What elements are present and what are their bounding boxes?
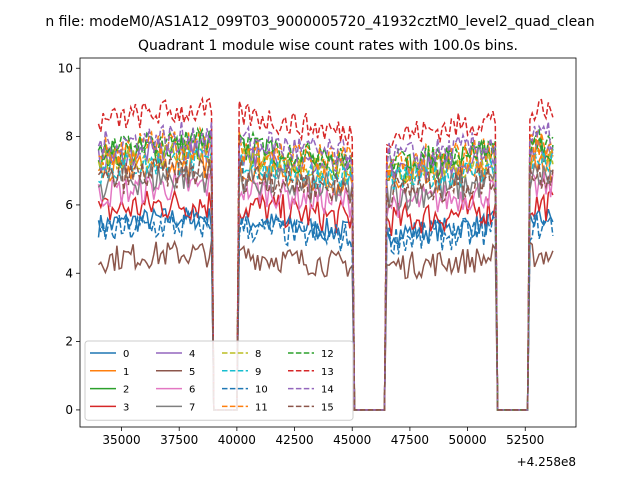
legend-label: 12 [321,349,334,360]
series-line-13 [97,96,554,411]
series-lines [97,96,554,411]
y-tick-label: 2 [65,335,73,349]
series-line-8 [97,141,554,411]
series-line-5 [97,239,554,411]
x-tick-label: 45000 [333,433,371,447]
plot-frame [79,57,577,428]
legend-label: 5 [189,367,195,378]
x-offset-label: +4.258e8 [517,455,576,469]
y-tick-label: 6 [65,198,73,212]
x-tick-label: 35000 [102,433,140,447]
y-tick-label: 4 [65,266,73,280]
series-line-14 [97,121,554,411]
y-axis: 0 2 4 6 8 10 [58,61,80,417]
legend-label: 14 [321,385,334,396]
y-tick-label: 8 [65,130,73,144]
legend-box [84,340,354,421]
legend-label: 0 [123,349,129,360]
y-tick-label: 10 [58,61,73,75]
x-tick-label: 50000 [448,433,486,447]
x-tick-label: 40000 [218,433,256,447]
series-line-6 [97,171,554,411]
legend-label: 3 [123,402,129,413]
x-tick-label: 42500 [275,433,313,447]
x-axis: 35000 37500 40000 42500 45000 47500 50000 52500 [102,427,544,447]
legend-label: 9 [255,367,261,378]
series-line-0 [97,206,554,411]
suptitle: n file: modeM0/AS1A12_099T03_9000005720_… [45,14,594,30]
legend-label: 2 [123,385,129,396]
series-line-4 [97,138,554,411]
series-line-7 [97,161,554,411]
legend-label: 13 [321,367,334,378]
legend-label: 7 [189,402,195,413]
x-tick-label: 37500 [160,433,198,447]
x-tick-label: 47500 [391,433,429,447]
series-line-10 [97,209,554,411]
legend-label: 8 [255,349,261,360]
legend-label: 4 [189,349,195,360]
legend-label: 1 [123,367,129,378]
series-line-11 [98,125,554,411]
legend-label: 6 [189,385,195,396]
legend-label: 10 [255,385,268,396]
chart-title: Quadrant 1 module wise count rates with … [138,38,518,54]
x-tick-label: 52500 [506,433,544,447]
y-tick-label: 0 [65,403,73,417]
legend-label: 11 [255,402,268,413]
series-line-12 [97,126,554,411]
series-line-3 [97,188,554,411]
series-line-15 [97,155,554,411]
legend-label: 15 [321,402,334,413]
